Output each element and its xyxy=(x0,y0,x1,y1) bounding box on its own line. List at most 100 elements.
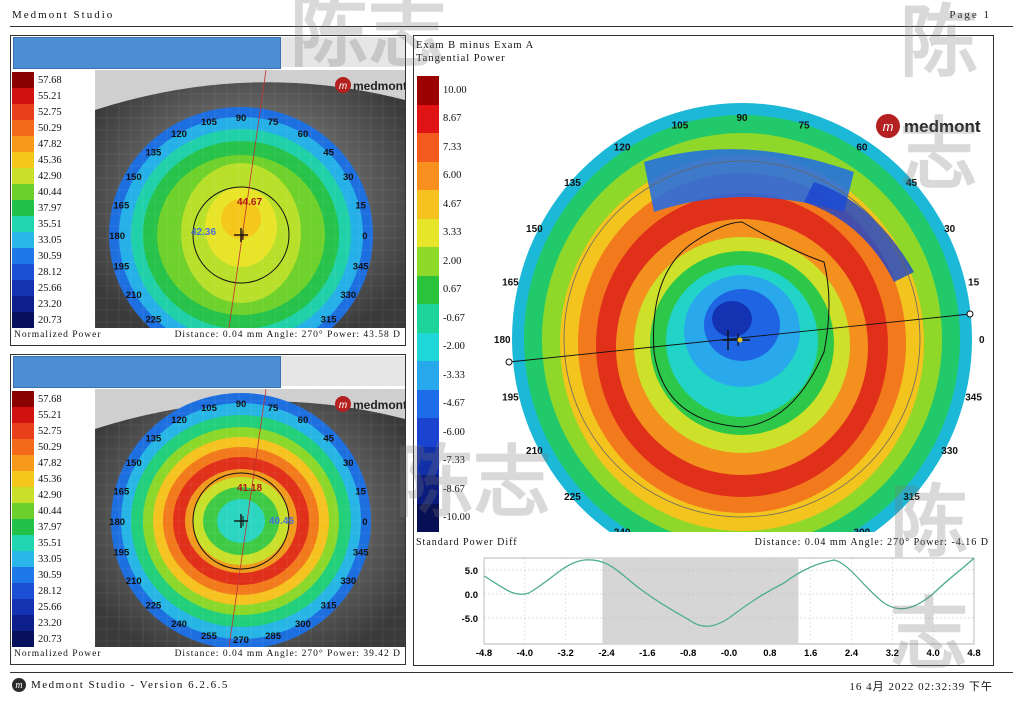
legend-swatch xyxy=(12,136,34,152)
difference-map-panel[interactable]: Exam B minus Exam A Tangential Power 10.… xyxy=(413,35,994,666)
legend-row: 20.73 xyxy=(12,312,62,328)
power-legend: 57.68 55.21 52.75 50.29 47.82 45.36 42.90 40.44… xyxy=(12,72,92,328)
angle-tick: 330 xyxy=(941,446,958,457)
legend-value: 30.59 xyxy=(38,250,62,262)
x-tick: 4.0 xyxy=(927,648,940,659)
legend-value: -3.33 xyxy=(443,369,465,381)
legend-swatch xyxy=(417,218,439,247)
pupil-outline xyxy=(192,472,290,570)
angle-tick: 45 xyxy=(323,434,334,445)
legend-row: -8.67 xyxy=(417,475,465,504)
legend-value: 52.75 xyxy=(38,106,62,118)
print-datetime: 16 4月 2022 02:32:39 下午 xyxy=(849,681,993,693)
angle-tick: 270 xyxy=(233,635,249,646)
legend-row: 30.59 xyxy=(12,567,62,583)
medmont-logo-icon xyxy=(335,77,351,93)
medmont-logo: medmont xyxy=(904,117,981,136)
angle-tick: 120 xyxy=(171,415,187,426)
legend-row: 50.29 xyxy=(12,439,62,455)
angle-tick: 120 xyxy=(614,143,631,154)
cursor-status: Distance: 0.04 mm Angle: 270° Power: -4.… xyxy=(754,537,989,548)
legend-row: 8.67 xyxy=(417,104,461,133)
legend-row: 33.05 xyxy=(12,232,62,248)
axial-map-view[interactable]: 44.67 42.36 0 15 30 45 60 75 90 105 120 135 150 165 18… xyxy=(95,70,405,328)
legend-row: 37.97 xyxy=(12,200,62,216)
legend-swatch xyxy=(12,88,34,104)
angle-tick: 135 xyxy=(564,178,581,189)
legend-row: 0.67 xyxy=(417,275,461,304)
legend-row: -10.00 xyxy=(417,503,470,532)
topography-map[interactable]: 41.18 40.46 0 15 30 45 60 75 90 105 120 135 150 165 18… xyxy=(95,389,405,647)
x-tick: 4.8 xyxy=(967,648,980,659)
legend-swatch xyxy=(417,304,439,333)
angle-tick: 180 xyxy=(109,231,125,242)
legend-swatch xyxy=(417,275,439,304)
axial-map-view[interactable]: 41.18 40.46 0 15 30 45 60 75 90 105 120 135 150 165 18… xyxy=(95,389,405,647)
panel-title-bar[interactable] xyxy=(13,356,281,388)
legend-row: 45.36 xyxy=(12,152,62,168)
angle-tick: 165 xyxy=(113,200,130,211)
legend-value: 23.20 xyxy=(38,617,62,629)
angle-tick: 315 xyxy=(903,492,920,503)
difference-map[interactable]: 0 15 30 45 60 75 90 105 120 135 150 165 180 195 210 225… xyxy=(494,72,992,532)
x-tick: -4.8 xyxy=(476,648,492,659)
legend-row: 35.51 xyxy=(12,535,62,551)
angle-tick: 60 xyxy=(298,415,309,426)
legend-swatch xyxy=(12,503,34,519)
legend-swatch xyxy=(12,567,34,583)
panel-title-bar-grey xyxy=(281,37,405,67)
map-type-label: Normalized Power xyxy=(14,330,102,340)
legend-value: 20.73 xyxy=(38,314,62,326)
panel-title-bar-grey xyxy=(281,356,405,386)
bottom-left-map-panel[interactable]: 57.68 55.21 52.75 50.29 47.82 45.36 42.90 40.44… xyxy=(10,354,406,665)
angle-tick: 345 xyxy=(353,262,370,273)
eyelid xyxy=(95,389,405,429)
legend-value: 25.66 xyxy=(38,601,62,613)
legend-value: 55.21 xyxy=(38,409,62,421)
angle-tick: 225 xyxy=(145,314,162,325)
cursor-value: 42.36 xyxy=(191,227,216,238)
legend-swatch xyxy=(12,152,34,168)
angle-tick: 240 xyxy=(614,527,631,532)
angle-tick: 0 xyxy=(362,517,367,528)
legend-value: 33.05 xyxy=(38,553,62,565)
angle-tick: 165 xyxy=(502,278,519,289)
legend-row: 23.20 xyxy=(12,296,62,312)
legend-row: 20.73 xyxy=(12,631,62,647)
legend-value: 30.59 xyxy=(38,569,62,581)
power-legend: 57.68 55.21 52.75 50.29 47.82 45.36 42.90 40.44… xyxy=(12,391,92,647)
panel-title-bar[interactable] xyxy=(13,37,281,69)
version-label: Medmont Studio - Version 6.2.6.5 xyxy=(31,679,229,691)
angle-tick: 345 xyxy=(965,392,982,403)
angle-tick: 75 xyxy=(798,121,810,132)
legend-value: 45.36 xyxy=(38,154,62,166)
profile-plot[interactable]: -4.8 -4.0 -3.2 -2.4 -1.6 -0.8 -0.0 0.8 1.6 2.4 3.2… xyxy=(444,548,984,666)
diff-legend: 10.00 8.67 7.33 6.00 4.67 3.33 2.00 0.67 -0.67 -2… xyxy=(417,76,492,532)
angle-tick: 0 xyxy=(979,335,985,346)
power-diff-zone xyxy=(804,182,914,282)
angle-tick: 195 xyxy=(113,262,130,273)
legend-value: 40.44 xyxy=(38,186,62,198)
legend-value: 42.90 xyxy=(38,170,62,182)
topography-map[interactable]: 44.67 42.36 0 15 30 45 60 75 90 105 120 135 150 165 18… xyxy=(95,70,405,328)
top-left-map-panel[interactable]: 57.68 55.21 52.75 50.29 47.82 45.36 42.90 40.44… xyxy=(10,35,406,346)
legend-value: 35.51 xyxy=(38,537,62,549)
legend-value: 3.33 xyxy=(443,227,462,239)
pupil-outline xyxy=(192,186,290,284)
angle-tick: 210 xyxy=(126,576,142,587)
legend-row: 55.21 xyxy=(12,88,62,104)
legend-value: -0.67 xyxy=(443,312,465,324)
legend-row: -3.33 xyxy=(417,361,465,390)
cursor-point xyxy=(737,337,743,343)
legend-swatch xyxy=(12,168,34,184)
angle-tick: 210 xyxy=(526,446,543,457)
legend-swatch xyxy=(12,296,34,312)
angle-tick: 15 xyxy=(968,278,980,289)
cursor-status: Distance: 0.04 mm Angle: 270° Power: 39.… xyxy=(174,649,401,659)
angle-tick: 90 xyxy=(236,399,247,410)
legend-row: -7.33 xyxy=(417,446,465,475)
legend-value: 25.66 xyxy=(38,282,62,294)
angle-tick: 345 xyxy=(353,548,370,559)
legend-row: 40.44 xyxy=(12,503,62,519)
legend-value: 55.21 xyxy=(38,90,62,102)
